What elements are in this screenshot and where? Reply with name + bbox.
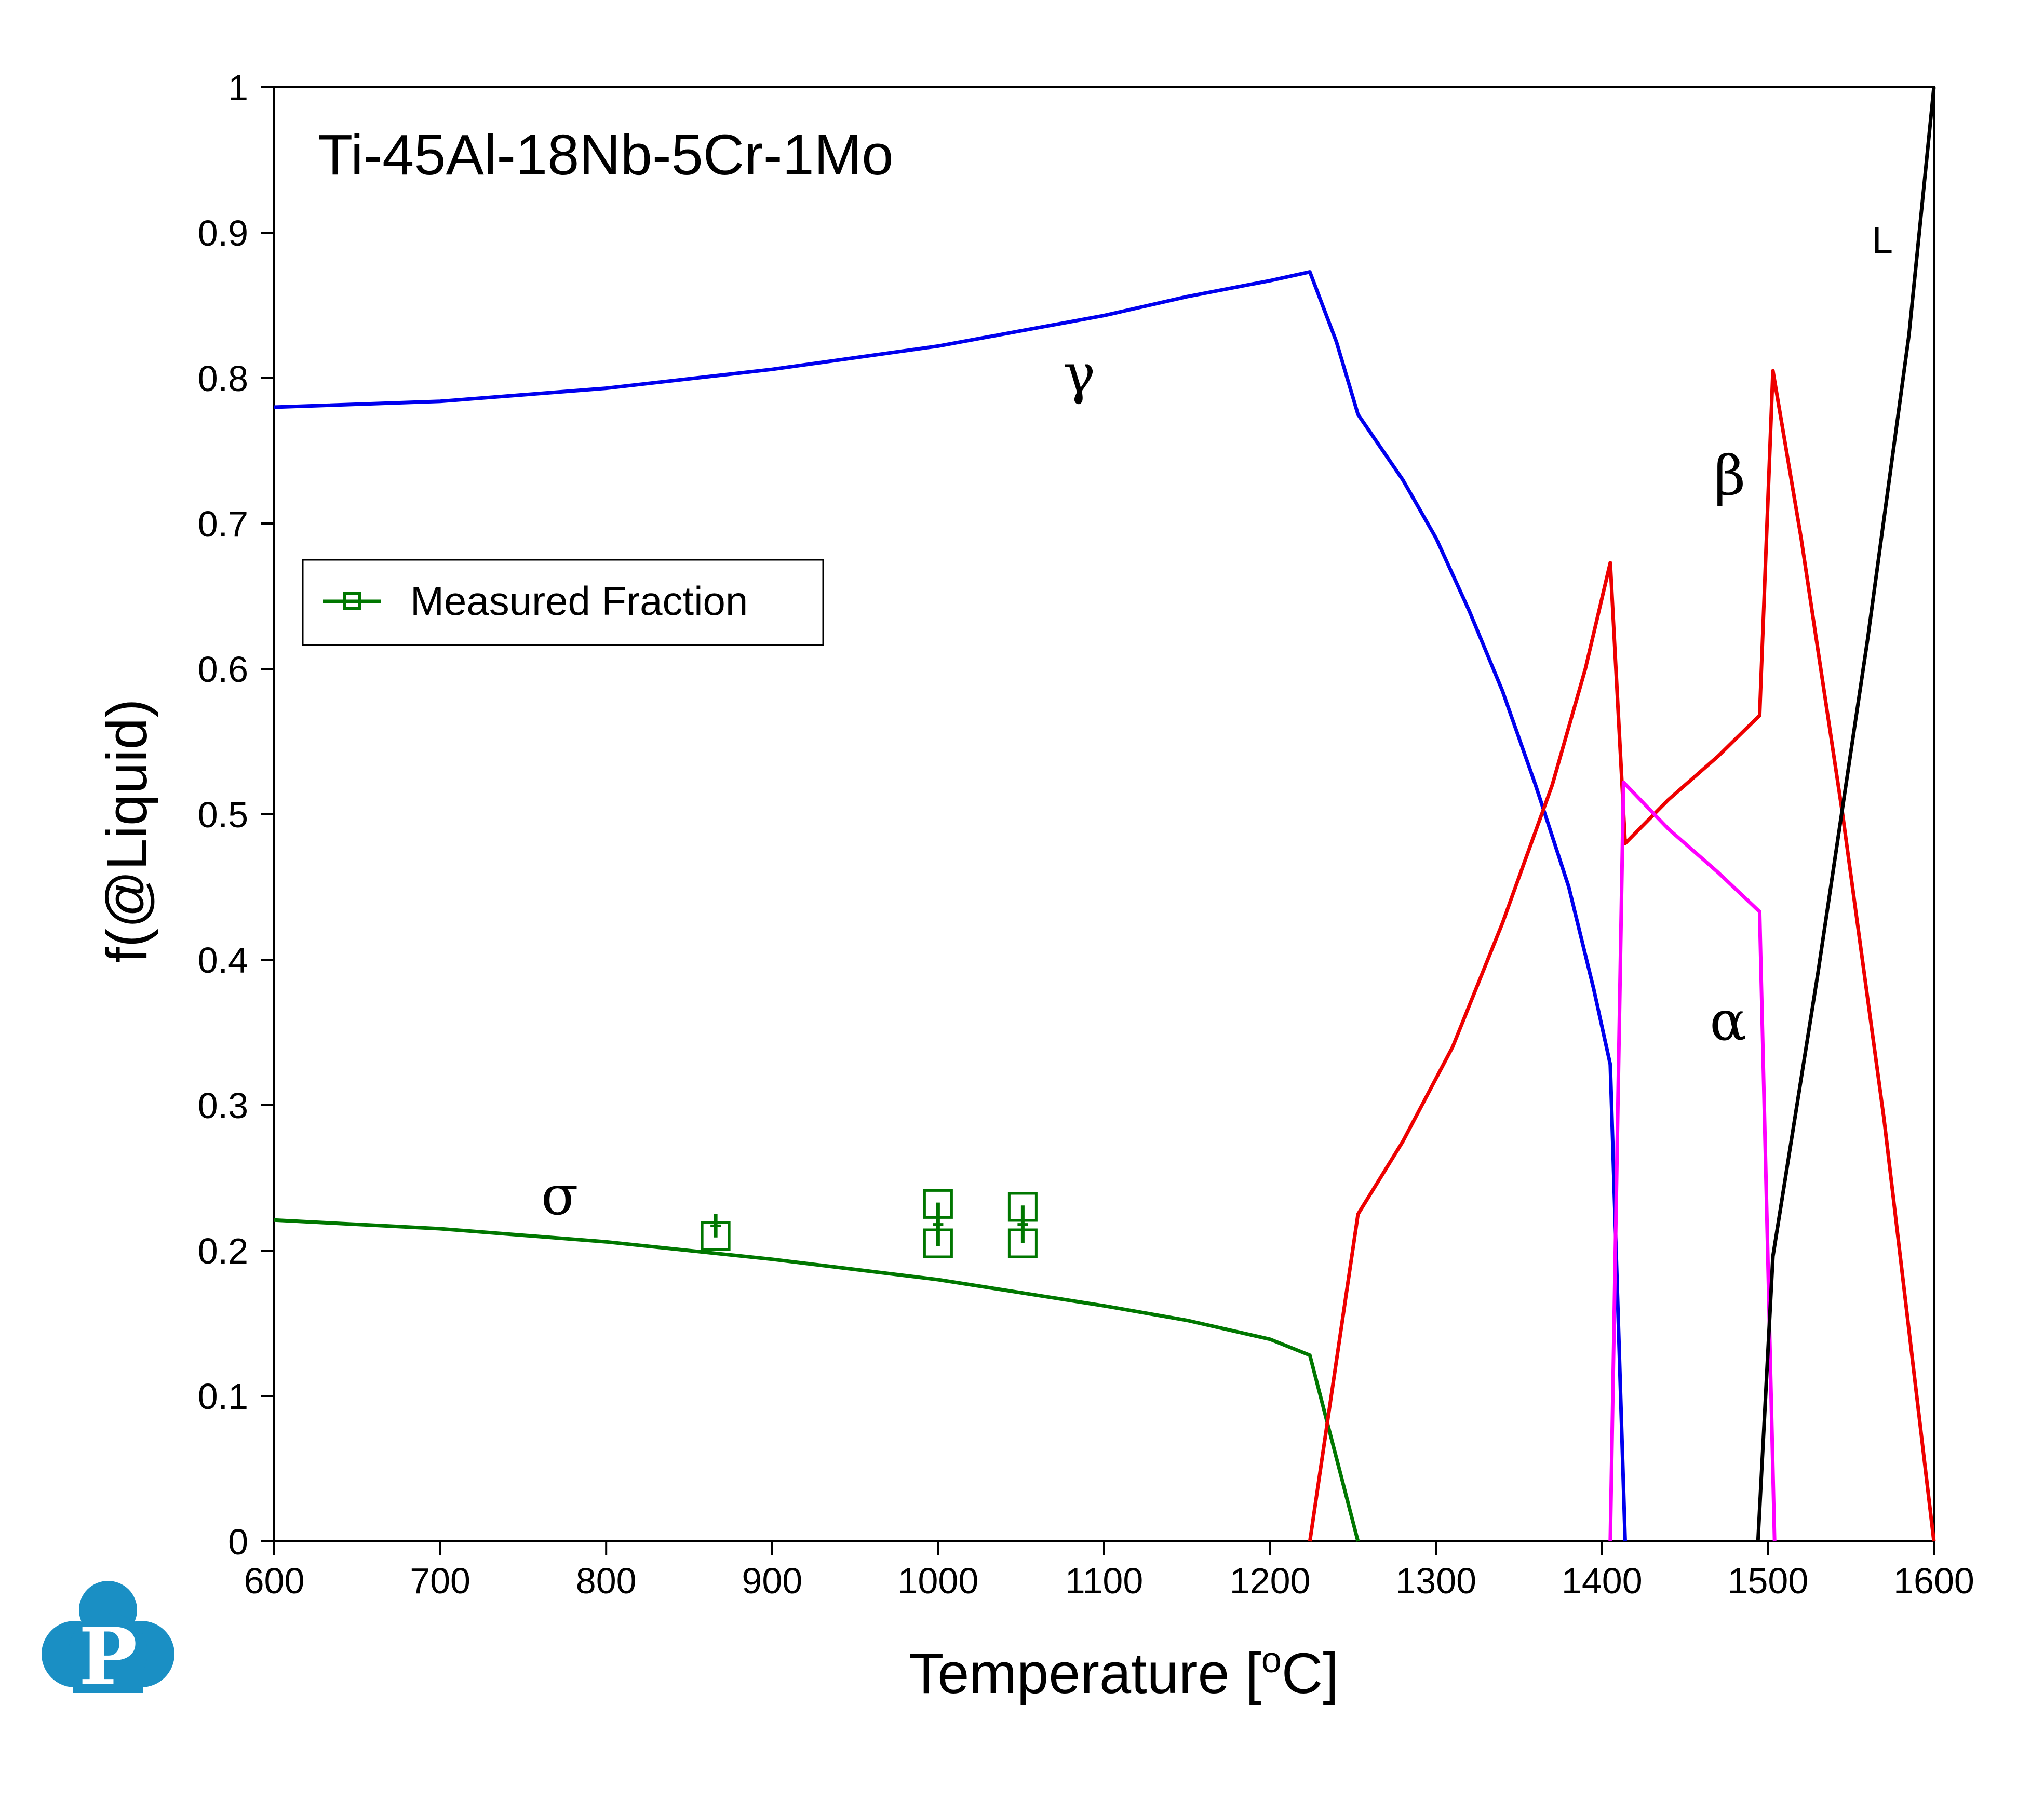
x-tick-label: 600 bbox=[244, 1561, 305, 1601]
series-line-L bbox=[1756, 87, 1936, 1542]
x-tick-label: 1400 bbox=[1562, 1561, 1643, 1601]
phase-label-γ: γ bbox=[1063, 342, 1096, 406]
phase-label-α: α bbox=[1710, 989, 1746, 1053]
x-tick-label: 1000 bbox=[898, 1561, 979, 1601]
y-tick-label: 0.8 bbox=[198, 358, 248, 399]
legend: Measured Fraction bbox=[302, 559, 824, 646]
y-tick-label: 0.6 bbox=[198, 649, 248, 690]
phase-label-β: β bbox=[1714, 444, 1746, 507]
y-axis-title: f(@Liquid) bbox=[95, 698, 159, 963]
y-tick-label: 0 bbox=[228, 1522, 248, 1562]
series-line-σ bbox=[274, 1218, 1360, 1542]
legend-square-marker bbox=[343, 592, 361, 610]
y-tick-label: 0.7 bbox=[198, 504, 248, 544]
svg-text:P: P bbox=[79, 1611, 138, 1702]
legend-box bbox=[302, 559, 824, 646]
x-axis-title: Temperature [oC] bbox=[909, 1640, 1339, 1705]
x-axis-title-degree: o bbox=[1261, 1640, 1282, 1680]
phase-label-σ: σ bbox=[541, 1164, 579, 1227]
chart-title: Ti-45Al-18Nb-5Cr-1Mo bbox=[318, 123, 893, 187]
legend-label-measured-fraction: Measured Fraction bbox=[410, 578, 748, 624]
series-line-γ bbox=[274, 270, 1627, 1542]
x-tick-label: 1300 bbox=[1395, 1561, 1476, 1601]
x-axis-title-unit: C] bbox=[1282, 1642, 1339, 1705]
y-tick-label: 0.9 bbox=[198, 213, 248, 253]
x-tick-label: 1600 bbox=[1893, 1561, 1974, 1601]
x-tick-label: 700 bbox=[410, 1561, 470, 1601]
y-tick-label: 1 bbox=[228, 68, 248, 108]
chart-marks: 600 700 800 900 1000 1100 1200 1300 1400 1500 1600… bbox=[198, 68, 1974, 1601]
measured-point bbox=[701, 1221, 731, 1251]
x-tick-label: 900 bbox=[742, 1561, 802, 1601]
y-tick-label: 0.5 bbox=[198, 795, 248, 835]
y-tick-label: 0.2 bbox=[198, 1231, 248, 1271]
x-tick-label: 1500 bbox=[1728, 1561, 1809, 1601]
y-tick-label: 0.3 bbox=[198, 1085, 248, 1126]
pandat-p-logo-icon: P bbox=[42, 1581, 174, 1702]
x-tick-label: 800 bbox=[576, 1561, 637, 1601]
phase-label-L: L bbox=[1872, 220, 1893, 261]
series-line-α bbox=[1608, 780, 1777, 1542]
y-tick-label: 0.1 bbox=[198, 1376, 248, 1417]
x-tick-label: 1100 bbox=[1065, 1561, 1144, 1601]
plot-frame bbox=[273, 86, 1935, 1542]
series-line-β bbox=[1308, 369, 1936, 1542]
y-tick-label: 0.4 bbox=[198, 940, 248, 980]
x-tick-label: 1200 bbox=[1230, 1561, 1311, 1601]
x-axis-title-main: Temperature [ bbox=[909, 1642, 1261, 1705]
